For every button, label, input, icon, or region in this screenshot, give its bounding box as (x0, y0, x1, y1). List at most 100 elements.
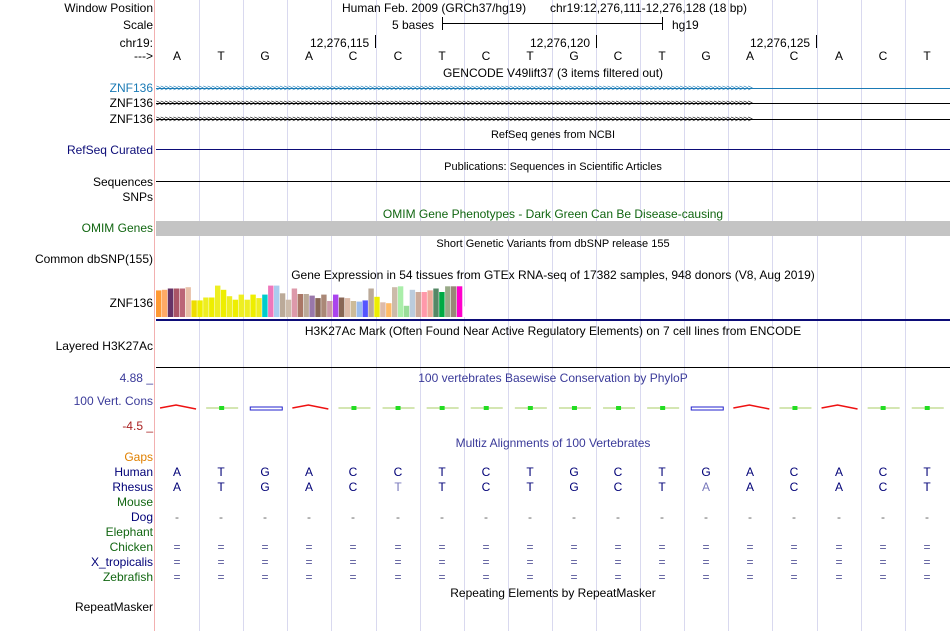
gtex-tissue-bar[interactable] (403, 305, 410, 317)
cons-mark[interactable] (219, 406, 225, 410)
gtex-tissue-bar[interactable] (315, 298, 321, 317)
gtex-tissue-bar[interactable] (291, 288, 298, 318)
gencode-gene-track[interactable]: >>>>>>>>>>>>>>>>>>>>>>>>>>>>>>>>>>>>>>>>… (156, 113, 950, 125)
gaps-label[interactable]: Gaps (124, 450, 153, 464)
gtex-tissue-bar[interactable] (185, 287, 191, 317)
gtex-tissue-bar[interactable] (350, 301, 357, 317)
cons-label[interactable]: 100 Vert. Cons (73, 394, 153, 408)
gtex-tissue-bar[interactable] (173, 288, 180, 318)
gtex-tissue-bar[interactable] (238, 294, 244, 317)
cons-mark[interactable] (292, 404, 329, 410)
gtex-bar-chart[interactable] (156, 283, 950, 319)
gtex-tissue-bar[interactable] (274, 285, 280, 317)
refseq-title[interactable]: RefSeq genes from NCBI (490, 129, 616, 141)
gtex-tissue-bar[interactable] (462, 306, 469, 317)
omim-bar[interactable] (156, 221, 950, 236)
gtex-tissue-bar[interactable] (161, 289, 168, 317)
gencode-title[interactable]: GENCODE V49lift37 (3 items filtered out) (442, 66, 664, 80)
cons-mark[interactable] (792, 406, 798, 410)
gtex-tissue-bar[interactable] (303, 294, 309, 317)
gtex-tissue-bar[interactable] (220, 289, 227, 317)
species-label[interactable]: Chicken (109, 540, 153, 554)
gtex-tissue-bar[interactable] (356, 301, 362, 317)
gtex-tissue-bar[interactable] (279, 293, 286, 317)
gtex-tissue-bar[interactable] (226, 296, 233, 317)
cons-mark[interactable] (439, 406, 445, 410)
repeatmasker-title[interactable]: Repeating Elements by RepeatMasker (450, 586, 656, 600)
gtex-tissue-bar[interactable] (244, 299, 250, 317)
cons-title[interactable]: 100 vertebrates Basewise Conservation by… (418, 371, 688, 385)
omim-label[interactable]: OMIM Genes (81, 221, 153, 235)
multiz-title[interactable]: Multiz Alignments of 100 Vertebrates (455, 436, 651, 450)
gtex-tissue-bar[interactable] (327, 301, 333, 317)
gtex-label[interactable]: ZNF136 (109, 296, 153, 310)
gtex-tissue-bar[interactable] (368, 288, 374, 318)
gtex-tissue-bar[interactable] (321, 294, 327, 317)
dbsnp-label[interactable]: Common dbSNP(155) (34, 252, 153, 266)
cons-mark[interactable] (249, 406, 283, 411)
cons-mark[interactable] (924, 406, 930, 410)
publications-line[interactable] (156, 181, 950, 182)
gtex-tissue-bar[interactable] (262, 294, 268, 317)
gtex-tissue-bar[interactable] (215, 285, 221, 317)
gtex-tissue-bar[interactable] (250, 294, 256, 317)
repeatmasker-label[interactable]: RepeatMasker (74, 600, 153, 614)
gtex-tissue-bar[interactable] (167, 288, 174, 318)
gtex-tissue-bar[interactable] (344, 298, 351, 317)
h3k27ac-title[interactable]: H3K27Ac Mark (Often Found Near Active Re… (304, 324, 802, 338)
cons-mark[interactable] (880, 406, 886, 410)
gtex-tissue-bar[interactable] (374, 296, 380, 317)
gtex-tissue-bar[interactable] (268, 285, 274, 317)
cons-wiggle[interactable] (156, 398, 950, 418)
gtex-tissue-bar[interactable] (197, 300, 203, 317)
cons-mark[interactable] (690, 406, 724, 411)
cons-mark[interactable] (395, 406, 401, 410)
cons-mark[interactable] (733, 404, 770, 410)
refseq-gene-line[interactable] (156, 149, 950, 150)
gtex-tissue-bar[interactable] (468, 306, 475, 317)
species-label[interactable]: X_tropicalis (90, 555, 153, 569)
species-label[interactable]: Rhesus (112, 480, 153, 494)
gtex-tissue-bar[interactable] (297, 294, 303, 317)
gtex-tissue-bar[interactable] (439, 292, 445, 317)
gtex-tissue-bar[interactable] (209, 297, 215, 318)
gencode-gene-label[interactable]: ZNF136 (109, 112, 153, 126)
gtex-tissue-bar[interactable] (409, 289, 416, 317)
gtex-tissue-bar[interactable] (392, 287, 398, 317)
species-label[interactable]: Elephant (105, 525, 153, 539)
gtex-tissue-bar[interactable] (415, 292, 421, 317)
publications-title[interactable]: Publications: Sequences in Scientific Ar… (444, 161, 662, 173)
gtex-tissue-bar[interactable] (433, 288, 439, 318)
gtex-tissue-bar[interactable] (456, 286, 463, 317)
cons-mark[interactable] (571, 406, 577, 410)
gencode-gene-label[interactable]: ZNF136 (109, 96, 153, 110)
gencode-gene-track[interactable]: >>>>>>>>>>>>>>>>>>>>>>>>>>>>>>>>>>>>>>>>… (156, 82, 950, 94)
gtex-tissue-bar[interactable] (203, 297, 209, 318)
publications-label[interactable]: Sequences (92, 175, 153, 189)
gtex-tissue-bar[interactable] (256, 298, 262, 317)
gtex-tissue-bar[interactable] (427, 290, 433, 317)
omim-title[interactable]: OMIM Gene Phenotypes - Dark Green Can Be… (382, 207, 724, 221)
species-label[interactable]: Zebrafish (102, 570, 153, 584)
gtex-tissue-bar[interactable] (333, 294, 339, 317)
gtex-tissue-bar[interactable] (232, 299, 239, 317)
gtex-tissue-bar[interactable] (362, 300, 368, 317)
gtex-tissue-bar[interactable] (445, 286, 451, 317)
gtex-tissue-bar[interactable] (156, 290, 162, 317)
gtex-tissue-bar[interactable] (309, 295, 315, 317)
cons-mark[interactable] (660, 406, 666, 410)
dbsnp-title[interactable]: Short Genetic Variants from dbSNP releas… (436, 238, 670, 250)
gtex-tissue-bar[interactable] (397, 286, 404, 317)
h3k27ac-label[interactable]: Layered H3K27Ac (55, 339, 153, 353)
gtex-tissue-bar[interactable] (421, 292, 427, 317)
gencode-gene-label[interactable]: ZNF136 (109, 81, 153, 95)
gencode-gene-track[interactable]: >>>>>>>>>>>>>>>>>>>>>>>>>>>>>>>>>>>>>>>>… (156, 97, 950, 109)
gtex-tissue-bar[interactable] (380, 302, 386, 317)
species-label[interactable]: Human (114, 465, 153, 479)
snps-label[interactable]: SNPs (122, 190, 153, 204)
cons-mark[interactable] (821, 404, 858, 410)
cons-mark[interactable] (483, 406, 489, 410)
gtex-tissue-bar[interactable] (451, 286, 457, 317)
cons-mark[interactable] (351, 406, 357, 410)
cons-mark[interactable] (616, 406, 622, 410)
